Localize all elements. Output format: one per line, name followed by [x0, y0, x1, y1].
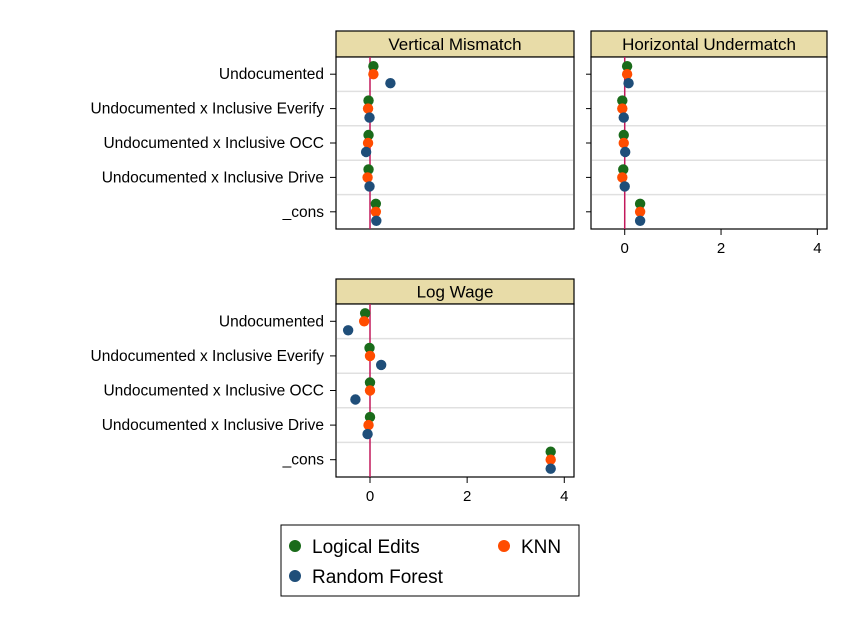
point-logical — [364, 377, 376, 388]
point-knn — [363, 419, 374, 431]
point-logical — [364, 411, 376, 423]
point-logical — [368, 60, 379, 72]
point-rf — [375, 359, 387, 371]
point-rf — [545, 463, 556, 474]
point-knn — [621, 69, 633, 80]
point-rf — [342, 325, 354, 336]
x-tick-label: 2 — [717, 240, 725, 257]
panel-title: Log Wage — [417, 283, 494, 302]
panel-header — [335, 30, 575, 58]
row-label: Undocumented x Inclusive OCC — [103, 135, 324, 152]
legend-marker-rf — [289, 570, 301, 582]
point-rf — [619, 146, 631, 158]
point-logical — [370, 198, 382, 209]
point-logical — [359, 308, 371, 319]
row-label: Undocumented — [219, 313, 324, 330]
point-logical — [364, 342, 375, 354]
panel-header — [335, 278, 575, 305]
panel-header — [590, 30, 828, 58]
point-rf — [618, 112, 629, 123]
point-rf — [371, 215, 382, 226]
point-knn — [617, 103, 628, 114]
point-rf — [385, 78, 396, 89]
point-logical — [621, 60, 633, 72]
x-tick-label: 0 — [366, 488, 374, 505]
point-logical — [363, 129, 374, 141]
point-knn — [634, 206, 646, 217]
legend-label: Random Forest — [312, 567, 444, 588]
point-knn — [362, 103, 374, 114]
legend-label: KNN — [521, 537, 561, 558]
legend-marker-logical — [289, 540, 301, 552]
point-rf — [360, 146, 372, 158]
point-logical — [618, 129, 629, 141]
point-knn — [368, 69, 379, 80]
point-rf — [350, 394, 361, 405]
point-knn — [617, 172, 628, 183]
point-knn — [545, 454, 556, 465]
legend-label: Logical Edits — [312, 537, 420, 558]
row-label: Undocumented — [219, 66, 324, 83]
row-label: _cons — [282, 204, 325, 221]
point-rf — [364, 112, 375, 123]
row-label: Undocumented x Inclusive Everify — [91, 101, 325, 118]
point-knn — [364, 385, 376, 396]
x-tick-label: 4 — [560, 488, 568, 505]
point-knn — [370, 206, 382, 217]
point-logical — [363, 95, 374, 106]
point-rf — [619, 181, 630, 192]
point-logical — [363, 164, 374, 175]
point-knn — [364, 350, 376, 362]
plot-region — [335, 303, 575, 478]
row-label: Undocumented x Inclusive Everify — [91, 348, 325, 365]
row-label: Undocumented x Inclusive Drive — [102, 169, 324, 186]
point-logical — [545, 446, 556, 457]
point-rf — [623, 78, 634, 89]
x-tick-label: 4 — [813, 240, 821, 257]
legend-box — [280, 524, 580, 597]
point-knn — [618, 137, 629, 149]
legend-marker-knn — [498, 540, 510, 552]
panel-title: Horizontal Undermatch — [622, 35, 796, 54]
point-knn — [362, 137, 374, 149]
row-label: Undocumented x Inclusive Drive — [102, 417, 324, 434]
row-label: Undocumented x Inclusive OCC — [103, 383, 324, 400]
x-tick-label: 2 — [463, 488, 471, 505]
point-knn — [362, 172, 373, 183]
panel-title: Vertical Mismatch — [388, 35, 521, 54]
point-rf — [634, 215, 646, 226]
point-logical — [617, 95, 628, 106]
point-knn — [358, 316, 370, 327]
row-label: _cons — [282, 452, 325, 469]
point-logical — [618, 164, 629, 175]
point-logical — [634, 198, 646, 209]
x-tick-label: 0 — [621, 240, 629, 257]
point-rf — [364, 181, 375, 192]
point-rf — [362, 428, 373, 440]
